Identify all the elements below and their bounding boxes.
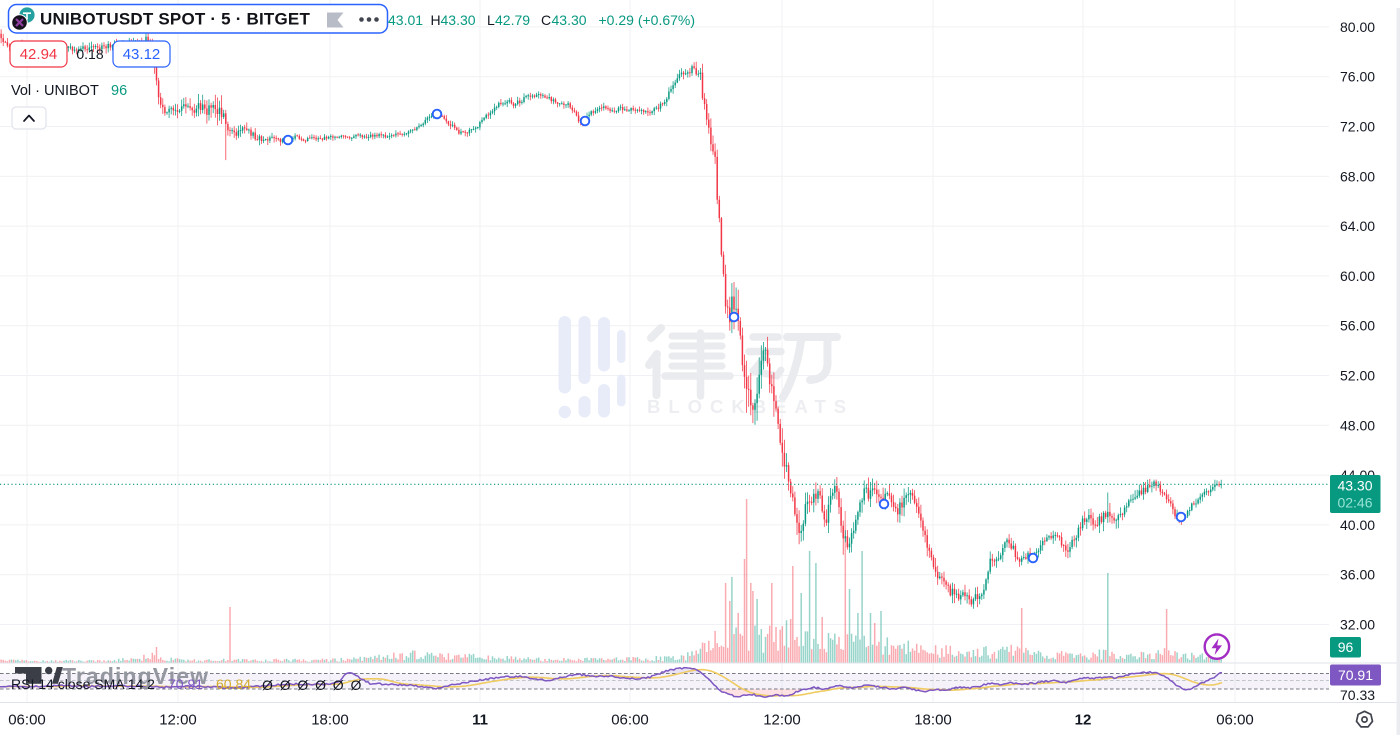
svg-text:40.00: 40.00 <box>1340 517 1375 533</box>
svg-text:60.00: 60.00 <box>1340 268 1375 284</box>
svg-text:Vol · UNIBOT: Vol · UNIBOT <box>11 83 99 99</box>
svg-text:36.00: 36.00 <box>1340 567 1375 583</box>
svg-text:76.00: 76.00 <box>1340 69 1375 85</box>
svg-text:H: H <box>431 12 441 28</box>
svg-text:06:00: 06:00 <box>1216 712 1254 729</box>
svg-text:ØØØØØØ: ØØØØØØ <box>262 677 368 693</box>
svg-text:43.30: 43.30 <box>552 12 587 28</box>
svg-text:72.00: 72.00 <box>1340 119 1375 135</box>
svg-text:32.00: 32.00 <box>1340 617 1375 633</box>
svg-text:52.00: 52.00 <box>1340 368 1375 384</box>
svg-text:RSI 14 close SMA 14 2: RSI 14 close SMA 14 2 <box>11 676 155 692</box>
svg-text:11: 11 <box>472 712 488 729</box>
svg-text:12:00: 12:00 <box>159 712 197 729</box>
svg-text:80.00: 80.00 <box>1340 19 1375 35</box>
svg-text:18:00: 18:00 <box>311 712 349 729</box>
svg-text:43.30: 43.30 <box>441 12 476 28</box>
svg-text:12:00: 12:00 <box>763 712 801 729</box>
svg-text:0.18: 0.18 <box>76 46 103 62</box>
svg-text:42.79: 42.79 <box>495 12 530 28</box>
svg-text:43.01: 43.01 <box>388 12 423 28</box>
svg-text:42.94: 42.94 <box>20 46 58 63</box>
svg-text:UNIBOTUSDT SPOT · 5 · BITGET: UNIBOTUSDT SPOT · 5 · BITGET <box>40 10 310 29</box>
svg-text:+0.29 (+0.67%): +0.29 (+0.67%) <box>599 12 696 28</box>
svg-text:L: L <box>487 12 495 28</box>
svg-text:70.91: 70.91 <box>168 676 203 692</box>
svg-text:60.84: 60.84 <box>216 676 251 692</box>
svg-text:43.12: 43.12 <box>123 46 161 63</box>
svg-text:70.33: 70.33 <box>1340 687 1375 703</box>
svg-text:12: 12 <box>1075 712 1092 729</box>
svg-text:48.00: 48.00 <box>1340 417 1375 433</box>
svg-text:02:46: 02:46 <box>1337 495 1372 511</box>
svg-text:70.91: 70.91 <box>1338 667 1373 683</box>
svg-text:64.00: 64.00 <box>1340 218 1375 234</box>
svg-text:96: 96 <box>111 83 127 99</box>
svg-text:96: 96 <box>1338 639 1354 655</box>
svg-text:43.30: 43.30 <box>1337 478 1372 494</box>
svg-text:18:00: 18:00 <box>914 712 952 729</box>
svg-text:C: C <box>541 12 551 28</box>
svg-text:06:00: 06:00 <box>611 712 649 729</box>
svg-text:56.00: 56.00 <box>1340 318 1375 334</box>
svg-text:68.00: 68.00 <box>1340 168 1375 184</box>
svg-text:06:00: 06:00 <box>8 712 46 729</box>
